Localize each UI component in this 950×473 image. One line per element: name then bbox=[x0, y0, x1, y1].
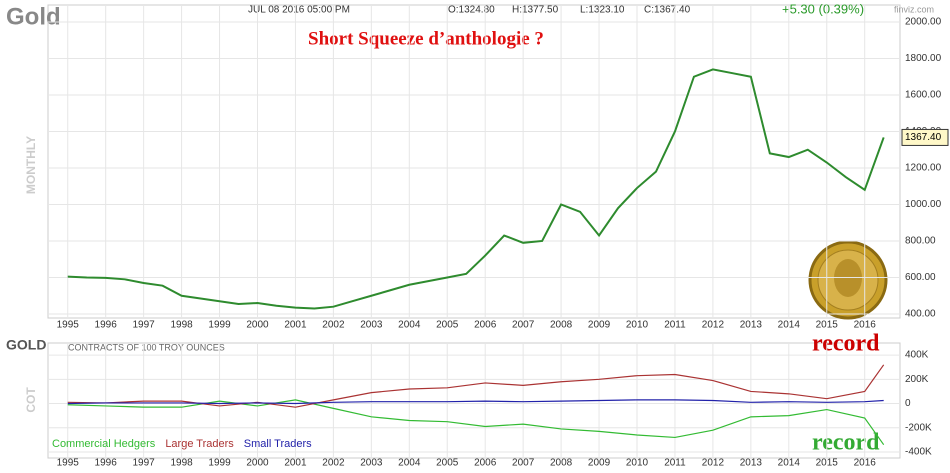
cot-frame bbox=[47, 342, 901, 459]
series-line bbox=[67, 68, 885, 310]
x-tick-label: 2001 bbox=[284, 458, 307, 469]
open: O:1324.80 bbox=[448, 5, 495, 16]
x-tick-label: 2003 bbox=[360, 458, 383, 469]
x-tick-label: 2002 bbox=[322, 458, 345, 469]
y-tick-label: 1000.00 bbox=[905, 199, 942, 210]
y-tick-label: 1800.00 bbox=[905, 53, 942, 64]
x-tick-label: 2004 bbox=[398, 320, 421, 331]
x-tick-label: 2007 bbox=[512, 320, 535, 331]
y-tick-label: 1200.00 bbox=[905, 163, 942, 174]
x-tick-label: 2001 bbox=[284, 320, 307, 331]
x-tick-label: 2014 bbox=[778, 320, 801, 331]
y-tick-label: 0 bbox=[905, 398, 911, 409]
legend-entry: Large Traders bbox=[165, 438, 234, 450]
x-tick-label: 2004 bbox=[398, 458, 421, 469]
x-tick-label: 2011 bbox=[664, 320, 686, 331]
x-tick-label: 2011 bbox=[664, 458, 686, 469]
x-tick-label: 1997 bbox=[133, 320, 156, 331]
y-tick-label: -200K bbox=[905, 422, 932, 433]
x-tick-label: 1997 bbox=[133, 458, 156, 469]
x-tick-label: 2010 bbox=[626, 320, 649, 331]
x-tick-label: 2013 bbox=[740, 320, 763, 331]
x-tick-label: 2015 bbox=[816, 320, 839, 331]
cot-y-label: COT bbox=[24, 387, 38, 413]
x-tick-label: 2006 bbox=[474, 458, 497, 469]
change: +5.30 (0.39%) bbox=[782, 1, 864, 16]
last-price-box bbox=[901, 128, 949, 146]
legend-entry: Commercial Hedgers bbox=[52, 438, 156, 450]
y-tick-label: 800.00 bbox=[905, 236, 936, 247]
cot-subtitle: CONTRACTS OF 100 TROY OUNCES bbox=[68, 342, 225, 352]
date: JUL 08 2016 05:00 PM bbox=[248, 5, 350, 16]
x-tick-label: 2012 bbox=[702, 458, 725, 469]
last-price-label: 1367.40 bbox=[905, 132, 942, 143]
x-tick-label: 2000 bbox=[246, 458, 269, 469]
low: L:1323.10 bbox=[580, 5, 625, 16]
x-tick-label: 2009 bbox=[588, 320, 611, 331]
price-frame bbox=[47, 4, 901, 319]
x-tick-label: 2002 bbox=[322, 320, 345, 331]
record-annotation: record bbox=[812, 331, 880, 357]
y-tick-label: 1600.00 bbox=[905, 90, 942, 101]
coin bbox=[808, 240, 888, 320]
x-tick-label: 2016 bbox=[854, 458, 877, 469]
x-tick-label: 2005 bbox=[436, 458, 459, 469]
x-tick-label: 2009 bbox=[588, 458, 611, 469]
x-tick-label: 1995 bbox=[57, 320, 80, 331]
y-tick-label: -400K bbox=[905, 447, 932, 458]
x-tick-label: 2014 bbox=[778, 458, 801, 469]
source[interactable]: finviz.com bbox=[894, 4, 934, 14]
high: H:1377.50 bbox=[512, 5, 559, 16]
y-tick-label: 400K bbox=[905, 350, 929, 361]
close: C:1367.40 bbox=[644, 5, 691, 16]
y-tick-label: 600.00 bbox=[905, 272, 936, 283]
x-tick-label: 2007 bbox=[512, 458, 535, 469]
x-tick-label: 2012 bbox=[702, 320, 725, 331]
x-tick-label: 1999 bbox=[208, 458, 231, 469]
x-tick-label: 1996 bbox=[95, 320, 118, 331]
x-tick-label: 2005 bbox=[436, 320, 459, 331]
record-annotation: record bbox=[812, 430, 880, 456]
x-tick-label: 2003 bbox=[360, 320, 383, 331]
y-label: MONTHLY bbox=[24, 136, 38, 194]
x-tick-label: 2010 bbox=[626, 458, 649, 469]
x-tick-label: 2015 bbox=[816, 458, 839, 469]
x-tick-label: 1995 bbox=[57, 458, 80, 469]
annotation: Short Squeeze d’anthologie ? bbox=[308, 28, 544, 49]
y-tick-label: 200K bbox=[905, 374, 929, 385]
x-tick-label: 2006 bbox=[474, 320, 497, 331]
y-tick-label: 2000.00 bbox=[905, 17, 942, 28]
series-line bbox=[67, 364, 885, 408]
x-tick-label: 2008 bbox=[550, 458, 573, 469]
y-tick-label: 400.00 bbox=[905, 309, 936, 320]
x-tick-label: 2000 bbox=[246, 320, 269, 331]
title: Gold bbox=[6, 3, 61, 30]
x-tick-label: 2008 bbox=[550, 320, 573, 331]
legend-entry: Small Traders bbox=[244, 438, 312, 450]
x-tick-label: 1998 bbox=[170, 320, 193, 331]
x-tick-label: 1998 bbox=[170, 458, 193, 469]
x-tick-label: 2013 bbox=[740, 458, 763, 469]
x-tick-label: 1996 bbox=[95, 458, 118, 469]
series-line bbox=[67, 399, 884, 405]
x-tick-label: 2016 bbox=[854, 320, 877, 331]
cot-title: GOLD bbox=[6, 337, 46, 353]
x-tick-label: 1999 bbox=[208, 320, 231, 331]
